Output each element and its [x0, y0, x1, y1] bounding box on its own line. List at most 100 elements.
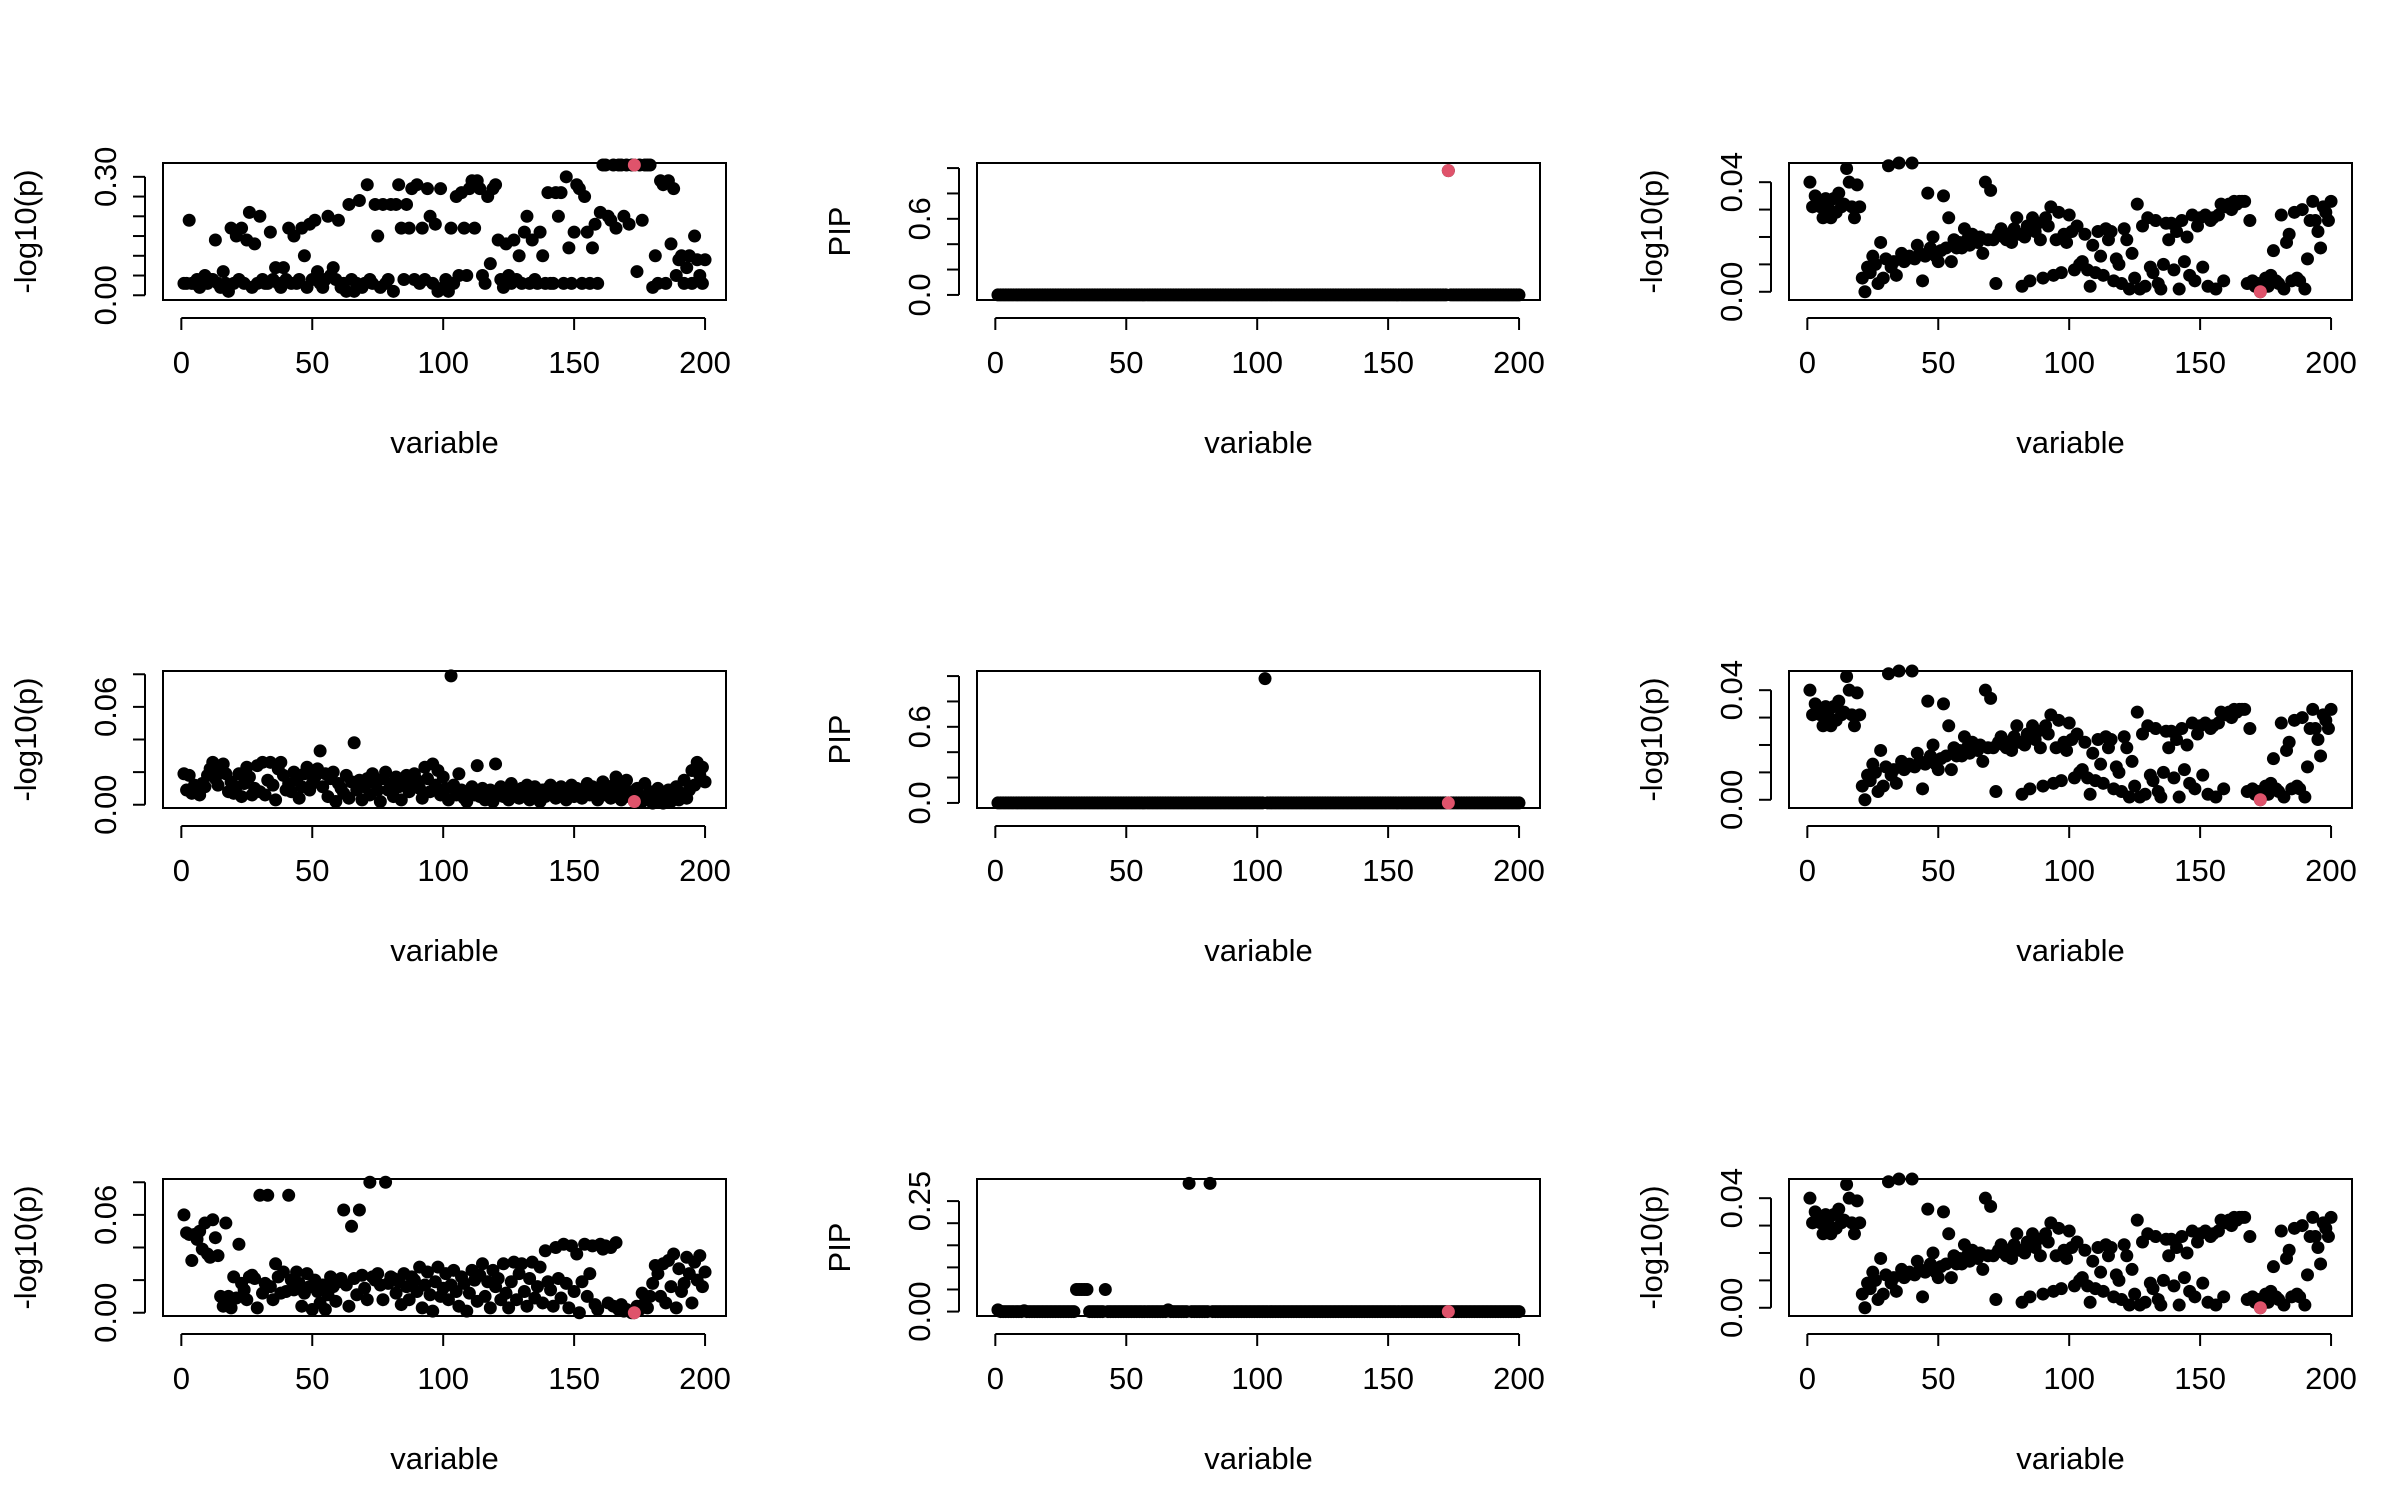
x-axis-label: variable	[1204, 933, 1313, 968]
point	[2156, 765, 2170, 779]
point	[1976, 246, 1990, 260]
point	[2300, 252, 2314, 266]
x-tick-label: 50	[1921, 853, 1955, 888]
point	[452, 767, 466, 781]
point	[2023, 782, 2037, 796]
point	[2154, 282, 2168, 296]
point	[2298, 790, 2312, 804]
point	[415, 1301, 429, 1315]
point	[441, 1293, 455, 1307]
point	[381, 272, 395, 286]
x-axis-label: variable	[390, 933, 499, 968]
point	[198, 780, 212, 794]
point	[2070, 1235, 2084, 1249]
point	[2062, 716, 2076, 730]
y-axis-label: -log10(p)	[1634, 1185, 1669, 1309]
point	[1942, 719, 1956, 733]
point	[2125, 754, 2139, 768]
point	[2054, 1282, 2068, 1296]
point	[2177, 1271, 2191, 1285]
point	[2277, 790, 2291, 804]
point	[2122, 282, 2136, 296]
x-tick-label: 150	[2174, 345, 2226, 380]
point	[2054, 774, 2068, 788]
point	[2298, 1298, 2312, 1312]
point	[2196, 1276, 2210, 1290]
point	[394, 793, 408, 807]
x-tick-label: 0	[1799, 345, 1816, 380]
point	[292, 791, 306, 805]
point	[622, 217, 636, 231]
point	[2209, 790, 2223, 804]
point	[1067, 1305, 1081, 1319]
point	[235, 221, 249, 235]
x-tick-label: 50	[1109, 345, 1143, 380]
point	[2010, 211, 2024, 225]
x-tick-label: 50	[295, 345, 329, 380]
point	[698, 253, 712, 267]
point	[517, 225, 531, 239]
x-tick-label: 100	[2043, 345, 2095, 380]
point	[2324, 194, 2338, 208]
y-axis-label: -log10(p)	[1634, 677, 1669, 801]
point	[2094, 757, 2108, 771]
point	[1984, 183, 1998, 197]
point	[1944, 763, 1958, 777]
point	[2300, 1268, 2314, 1282]
point	[2096, 776, 2110, 790]
point	[229, 1291, 243, 1305]
point	[266, 778, 280, 792]
point	[1258, 672, 1272, 686]
point	[470, 759, 484, 773]
point	[313, 744, 327, 758]
point	[523, 1271, 537, 1285]
point	[667, 1247, 681, 1261]
point	[2041, 727, 2055, 741]
point	[2138, 787, 2152, 801]
y-tick-label: 0.04	[1714, 152, 1749, 212]
point	[2217, 782, 2231, 796]
x-tick-label: 100	[2043, 853, 2095, 888]
point	[1921, 694, 1935, 708]
point	[2149, 214, 2163, 228]
x-tick-label: 200	[679, 345, 731, 380]
point	[2211, 208, 2225, 222]
point	[352, 194, 366, 208]
point	[242, 205, 256, 219]
point	[2154, 1298, 2168, 1312]
point	[2018, 1246, 2032, 1260]
point	[248, 237, 262, 251]
point	[478, 1289, 492, 1303]
highlight-point	[2253, 285, 2267, 299]
point	[379, 765, 393, 779]
y-axis-label: -log10(p)	[8, 169, 43, 293]
point	[457, 221, 471, 235]
point	[635, 213, 649, 227]
point	[287, 229, 301, 243]
point	[1892, 156, 1906, 170]
point	[290, 1265, 304, 1279]
point	[2078, 227, 2092, 241]
point	[426, 1304, 440, 1318]
point	[2146, 266, 2160, 280]
point	[2086, 1254, 2100, 1268]
point	[2321, 1230, 2335, 1244]
point	[1832, 1202, 1846, 1216]
x-tick-label: 100	[417, 853, 469, 888]
point	[2005, 743, 2019, 757]
point	[1847, 719, 1861, 733]
point	[2154, 790, 2168, 804]
point	[1080, 1282, 1094, 1296]
point	[1874, 1251, 1888, 1265]
point	[2036, 779, 2050, 793]
point	[1939, 1257, 1953, 1271]
point	[1840, 669, 1854, 683]
point	[504, 1275, 518, 1289]
point	[423, 1288, 437, 1302]
point	[2308, 722, 2322, 736]
point	[358, 1281, 372, 1295]
point	[591, 276, 605, 290]
x-tick-label: 150	[2174, 1361, 2226, 1396]
x-tick-label: 200	[2305, 1361, 2357, 1396]
x-tick-label: 100	[1231, 853, 1283, 888]
